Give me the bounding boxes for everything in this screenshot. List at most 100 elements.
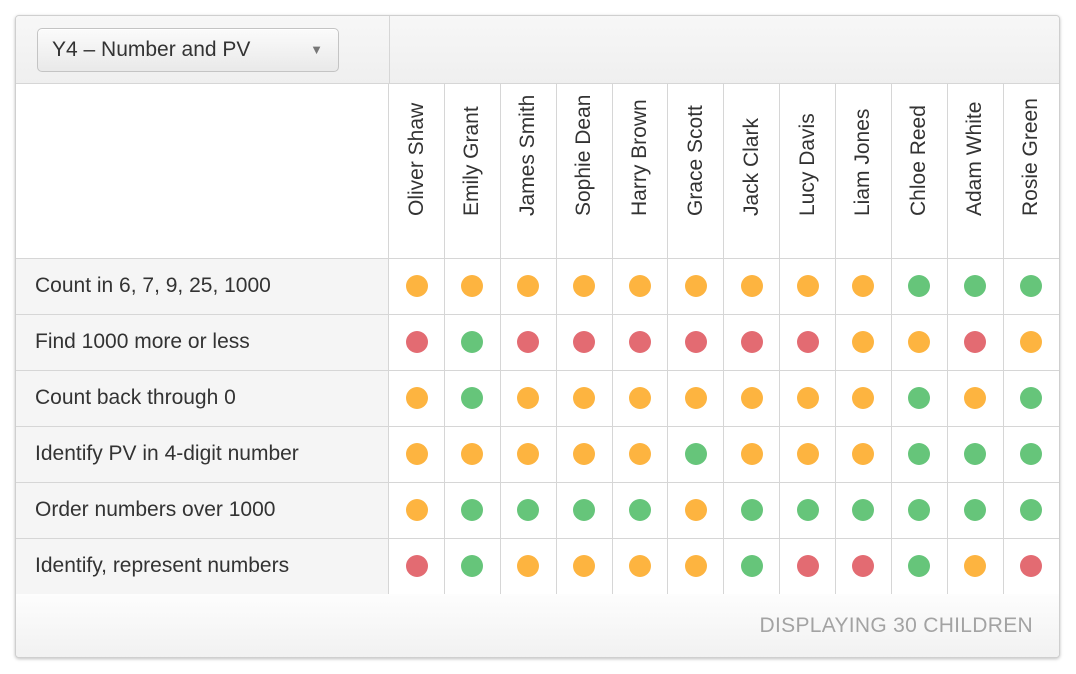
child-column-header[interactable]: Chloe Reed bbox=[891, 84, 948, 259]
child-name: James Smith bbox=[516, 94, 540, 216]
status-cell[interactable] bbox=[723, 538, 781, 595]
status-cell[interactable] bbox=[612, 258, 669, 315]
status-cell[interactable] bbox=[500, 482, 557, 539]
status-cell[interactable] bbox=[556, 258, 613, 315]
status-cell[interactable] bbox=[891, 314, 948, 371]
status-cell[interactable] bbox=[779, 538, 836, 595]
assessment-grid-panel: Y4 – Number and PV ▼ Oliver Shaw Emily Gr… bbox=[15, 15, 1060, 658]
status-cell[interactable] bbox=[556, 482, 613, 539]
status-cell[interactable] bbox=[723, 370, 781, 427]
status-cell[interactable] bbox=[444, 314, 501, 371]
status-cell[interactable] bbox=[444, 482, 501, 539]
child-column-header[interactable]: Adam White bbox=[947, 84, 1004, 259]
status-cell[interactable] bbox=[835, 314, 892, 371]
child-column-header[interactable]: Rosie Green bbox=[1003, 84, 1059, 259]
status-cell[interactable] bbox=[388, 426, 445, 483]
status-cell[interactable] bbox=[723, 426, 781, 483]
status-dot-developing bbox=[517, 275, 540, 297]
status-cell[interactable] bbox=[835, 538, 892, 595]
status-cell[interactable] bbox=[612, 314, 669, 371]
status-cell[interactable] bbox=[500, 314, 557, 371]
status-cell[interactable] bbox=[779, 258, 836, 315]
status-cell[interactable] bbox=[556, 538, 613, 595]
status-dot-developing bbox=[461, 275, 484, 297]
child-column-header[interactable]: Grace Scott bbox=[667, 84, 725, 259]
status-cell[interactable] bbox=[556, 314, 613, 371]
status-cell[interactable] bbox=[1003, 482, 1059, 539]
status-cell[interactable] bbox=[947, 258, 1004, 315]
status-cell[interactable] bbox=[1003, 370, 1059, 427]
child-name: Lucy Davis bbox=[795, 112, 819, 216]
child-column-header[interactable]: Emily Grant bbox=[444, 84, 501, 259]
status-cell[interactable] bbox=[779, 426, 836, 483]
status-dot-not-met bbox=[405, 331, 428, 353]
status-cell[interactable] bbox=[388, 314, 445, 371]
status-cell[interactable] bbox=[388, 258, 445, 315]
status-cell[interactable] bbox=[891, 538, 948, 595]
status-cell[interactable] bbox=[667, 314, 725, 371]
status-cell[interactable] bbox=[723, 258, 781, 315]
status-cell[interactable] bbox=[388, 482, 445, 539]
status-cell[interactable] bbox=[891, 482, 948, 539]
status-cell[interactable] bbox=[891, 426, 948, 483]
assessment-grid: Oliver Shaw Emily Grant James Smith Sophie … bbox=[16, 84, 1059, 595]
status-cell[interactable] bbox=[835, 258, 892, 315]
status-dot-secure bbox=[796, 499, 819, 521]
status-cell[interactable] bbox=[612, 426, 669, 483]
status-cell[interactable] bbox=[947, 314, 1004, 371]
child-column-header[interactable]: Harry Brown bbox=[612, 84, 669, 259]
status-dot-developing bbox=[573, 387, 596, 409]
status-cell[interactable] bbox=[667, 482, 725, 539]
status-dot-not-met bbox=[796, 331, 819, 353]
child-column-header[interactable]: Liam Jones bbox=[835, 84, 892, 259]
status-cell[interactable] bbox=[891, 370, 948, 427]
status-cell[interactable] bbox=[500, 538, 557, 595]
grid-body: Count in 6, 7, 9, 25, 1000 Find 1000 more… bbox=[16, 258, 1059, 595]
status-cell[interactable] bbox=[612, 538, 669, 595]
status-cell[interactable] bbox=[388, 370, 445, 427]
status-dot-not-met bbox=[852, 555, 875, 577]
status-cell[interactable] bbox=[500, 258, 557, 315]
status-cell[interactable] bbox=[723, 482, 781, 539]
status-cell[interactable] bbox=[947, 538, 1004, 595]
status-cell[interactable] bbox=[444, 370, 501, 427]
toolbar-divider bbox=[389, 16, 390, 83]
child-column-header[interactable]: James Smith bbox=[500, 84, 557, 259]
status-cell[interactable] bbox=[835, 426, 892, 483]
status-dot-secure bbox=[628, 499, 651, 521]
status-cell[interactable] bbox=[1003, 314, 1059, 371]
status-cell[interactable] bbox=[388, 538, 445, 595]
status-cell[interactable] bbox=[779, 370, 836, 427]
status-cell[interactable] bbox=[500, 426, 557, 483]
status-cell[interactable] bbox=[556, 370, 613, 427]
status-cell[interactable] bbox=[556, 426, 613, 483]
status-cell[interactable] bbox=[947, 370, 1004, 427]
status-cell[interactable] bbox=[723, 314, 781, 371]
child-column-header[interactable]: Jack Clark bbox=[723, 84, 781, 259]
status-cell[interactable] bbox=[891, 258, 948, 315]
status-cell[interactable] bbox=[947, 482, 1004, 539]
status-cell[interactable] bbox=[667, 538, 725, 595]
status-cell[interactable] bbox=[835, 370, 892, 427]
status-cell[interactable] bbox=[835, 482, 892, 539]
status-cell[interactable] bbox=[500, 370, 557, 427]
status-cell[interactable] bbox=[612, 482, 669, 539]
status-cell[interactable] bbox=[1003, 538, 1059, 595]
status-cell[interactable] bbox=[612, 370, 669, 427]
status-cell[interactable] bbox=[667, 370, 725, 427]
status-cell[interactable] bbox=[1003, 426, 1059, 483]
status-cell[interactable] bbox=[947, 426, 1004, 483]
child-column-header[interactable]: Oliver Shaw bbox=[388, 84, 445, 259]
child-column-header[interactable]: Sophie Dean bbox=[556, 84, 613, 259]
status-dot-developing bbox=[573, 443, 596, 465]
status-cell[interactable] bbox=[667, 258, 725, 315]
status-cell[interactable] bbox=[667, 426, 725, 483]
status-cell[interactable] bbox=[1003, 258, 1059, 315]
status-cell[interactable] bbox=[444, 426, 501, 483]
status-cell[interactable] bbox=[444, 258, 501, 315]
status-cell[interactable] bbox=[779, 482, 836, 539]
child-column-header[interactable]: Lucy Davis bbox=[779, 84, 836, 259]
assessment-select[interactable]: Y4 – Number and PV ▼ bbox=[37, 28, 339, 72]
status-cell[interactable] bbox=[444, 538, 501, 595]
status-cell[interactable] bbox=[779, 314, 836, 371]
